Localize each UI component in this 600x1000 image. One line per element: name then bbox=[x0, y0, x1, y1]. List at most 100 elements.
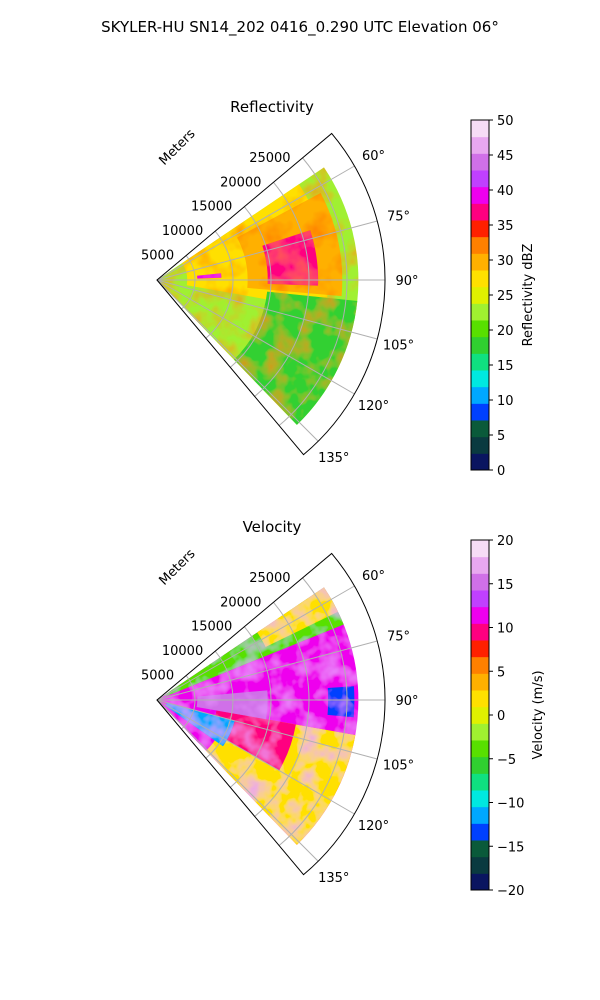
velocity-field bbox=[157, 587, 359, 845]
range-tick-label-2: 15000 bbox=[191, 620, 232, 635]
azimuth-spoke-4 bbox=[156, 279, 355, 395]
range-ring-1 bbox=[205, 230, 234, 339]
colorbar-frame bbox=[470, 539, 490, 891]
field-region-3 bbox=[262, 230, 319, 286]
azimuth-spoke-1 bbox=[156, 220, 378, 281]
colorbar-segment-8 bbox=[471, 740, 489, 758]
field-region-7 bbox=[327, 686, 355, 718]
colorbar-segment-0 bbox=[471, 873, 489, 891]
field-region-6 bbox=[196, 690, 268, 720]
colorbar-segment-1 bbox=[471, 856, 489, 874]
velocity-range-ticks: 5000 10000 15000 20000 25000 bbox=[141, 571, 291, 684]
azimuth-spoke-1 bbox=[156, 640, 378, 701]
reflectivity-title: Reflectivity bbox=[230, 98, 314, 116]
range-tick-label-4: 25000 bbox=[249, 151, 290, 166]
colorbar-segment-4 bbox=[471, 806, 489, 824]
colorbar-segment-1 bbox=[471, 436, 489, 454]
colorbar-segment-19 bbox=[471, 556, 489, 574]
colorbar-segment-4 bbox=[471, 386, 489, 404]
reflectivity-azimuth-ticks: 60° 75° 90° 105° 120° 135° bbox=[318, 149, 418, 466]
azimuth-tick-label-0: 60° bbox=[362, 149, 385, 164]
velocity-colorbar-ticks: −20 −15 −10 −5 0 5 10 15 20 bbox=[489, 534, 524, 899]
sector-outline bbox=[156, 132, 386, 456]
velocity-range-axis-label: Meters bbox=[157, 546, 199, 588]
range-ring-4 bbox=[278, 577, 348, 846]
reflectivity-colorbar-ticks: 0 5 10 15 20 25 30 35 40 45 50 bbox=[489, 114, 514, 479]
field-region-5 bbox=[197, 273, 222, 279]
colorbar-tick-label-10: 50 bbox=[497, 114, 514, 129]
colorbar-segment-12 bbox=[471, 253, 489, 271]
azimuth-tick-label-1: 75° bbox=[387, 629, 410, 644]
colorbar-segment-5 bbox=[471, 790, 489, 808]
colorbar-tick-label-2: −10 bbox=[497, 797, 524, 812]
colorbar-frame bbox=[470, 119, 490, 471]
range-tick-label-0: 5000 bbox=[141, 249, 174, 264]
colorbar-segment-7 bbox=[471, 336, 489, 354]
colorbar-segment-15 bbox=[471, 623, 489, 641]
colorbar-segment-11 bbox=[471, 270, 489, 288]
colorbar-tick-label-1: −15 bbox=[497, 840, 524, 855]
colorbar-segment-6 bbox=[471, 353, 489, 371]
range-tick-label-3: 20000 bbox=[220, 595, 261, 610]
colorbar-segment-2 bbox=[471, 420, 489, 438]
reflectivity-grid bbox=[156, 132, 386, 456]
colorbar-segment-11 bbox=[471, 690, 489, 708]
colorbar-tick-label-8: 20 bbox=[497, 534, 514, 549]
range-ring-4 bbox=[278, 157, 348, 426]
colorbar-tick-label-4: 20 bbox=[497, 324, 514, 339]
colorbar-tick-label-6: 30 bbox=[497, 254, 514, 269]
colorbar-segment-5 bbox=[471, 370, 489, 388]
sector-outline bbox=[156, 552, 386, 876]
azimuth-tick-label-3: 105° bbox=[383, 339, 414, 354]
colorbar-tick-label-6: 10 bbox=[497, 622, 514, 637]
reflectivity-range-ticks: 5000 10000 15000 20000 25000 bbox=[141, 151, 291, 264]
azimuth-spoke-4 bbox=[156, 699, 355, 815]
colorbar-tick-label-3: −5 bbox=[497, 753, 516, 768]
range-ring-2 bbox=[229, 206, 272, 368]
colorbar-segment-10 bbox=[471, 706, 489, 724]
azimuth-spoke-3 bbox=[156, 279, 378, 340]
range-tick-label-4: 25000 bbox=[249, 571, 290, 586]
azimuth-tick-label-5: 135° bbox=[318, 451, 349, 466]
azimuth-spoke-5 bbox=[156, 699, 319, 862]
azimuth-tick-label-1: 75° bbox=[387, 209, 410, 224]
velocity-grid bbox=[156, 552, 386, 876]
azimuth-tick-label-0: 60° bbox=[362, 569, 385, 584]
colorbar-segment-13 bbox=[471, 656, 489, 674]
colorbar-segment-0 bbox=[471, 453, 489, 471]
azimuth-tick-label-2: 90° bbox=[395, 274, 418, 289]
colorbar-segment-19 bbox=[471, 136, 489, 154]
colorbar-segment-2 bbox=[471, 840, 489, 858]
colorbar-segment-3 bbox=[471, 403, 489, 421]
colorbar-tick-label-7: 15 bbox=[497, 578, 514, 593]
colorbar-tick-label-5: 5 bbox=[497, 665, 505, 680]
reflectivity-colorbar-label: Reflectivity dBZ bbox=[521, 244, 536, 347]
range-tick-label-3: 20000 bbox=[220, 175, 261, 190]
colorbar-segment-6 bbox=[471, 773, 489, 791]
colorbar-segment-14 bbox=[471, 640, 489, 658]
range-tick-label-1: 10000 bbox=[162, 224, 203, 239]
field-region-2 bbox=[257, 587, 339, 648]
colorbar-tick-label-0: −20 bbox=[497, 884, 524, 899]
colorbar-segment-3 bbox=[471, 823, 489, 841]
velocity-panel: Velocity 5000 10000 15000 20000 25000 60° 75°… bbox=[141, 518, 419, 886]
colorbar-segment-8 bbox=[471, 320, 489, 338]
colorbar-tick-label-8: 40 bbox=[497, 184, 514, 199]
range-ring-2 bbox=[229, 626, 272, 788]
azimuth-spoke-3 bbox=[156, 699, 378, 760]
azimuth-spoke-5 bbox=[156, 279, 319, 442]
colorbar-segment-18 bbox=[471, 573, 489, 591]
colorbar-segment-17 bbox=[471, 170, 489, 188]
azimuth-tick-label-2: 90° bbox=[395, 694, 418, 709]
colorbar-segment-10 bbox=[471, 286, 489, 304]
colorbar-segment-16 bbox=[471, 606, 489, 624]
colorbar-segment-12 bbox=[471, 673, 489, 691]
colorbar-segment-16 bbox=[471, 186, 489, 204]
colorbar-segment-7 bbox=[471, 756, 489, 774]
azimuth-spoke-0 bbox=[156, 165, 355, 281]
colorbar-tick-label-9: 45 bbox=[497, 149, 514, 164]
colorbar-tick-label-0: 0 bbox=[497, 464, 505, 479]
colorbar-tick-label-7: 35 bbox=[497, 219, 514, 234]
reflectivity-panel: Reflectivity 5000 10000 15000 20000 25000 60… bbox=[141, 98, 419, 466]
